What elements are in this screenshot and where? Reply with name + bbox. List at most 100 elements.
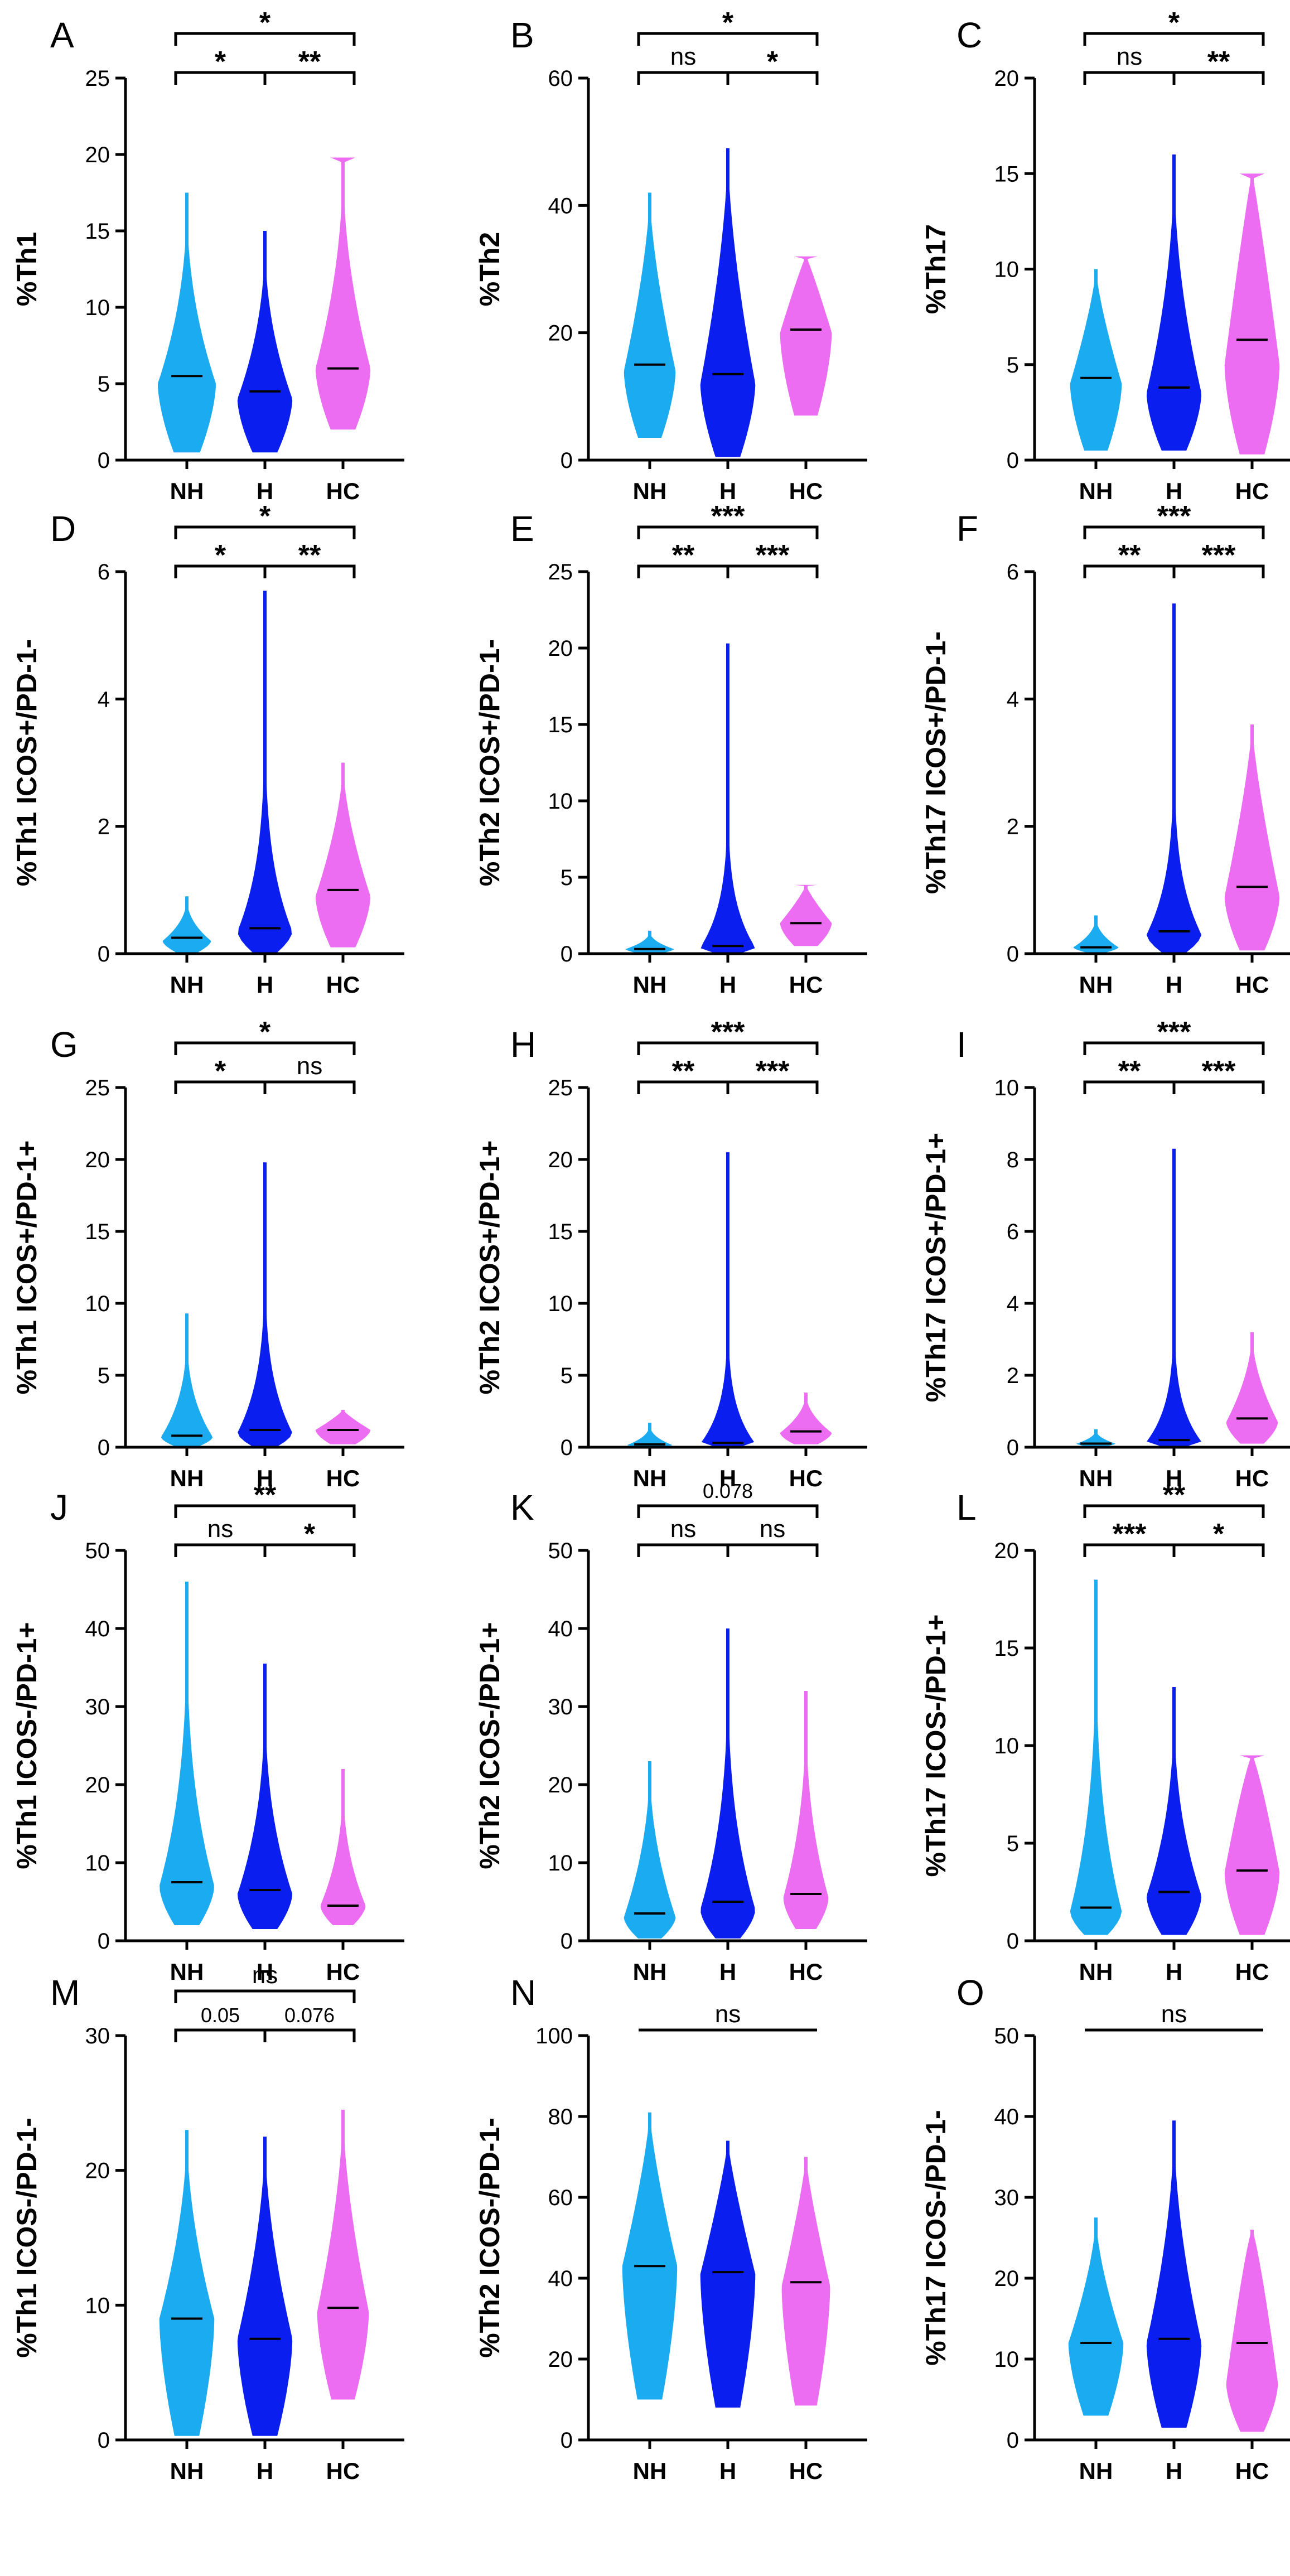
significance-bracket (637, 32, 819, 46)
y-tick-label: 30 (548, 1695, 573, 1719)
violin-nh (625, 930, 674, 954)
significance-bracket (263, 1080, 356, 1094)
significance-label: * (1213, 1518, 1225, 1550)
y-tick-label: 60 (548, 2186, 573, 2210)
x-category-label: NH (170, 478, 204, 504)
x-category-label: H (719, 2458, 736, 2484)
panel-m: M %Th1 ICOS-/PD-1- 0 10 20 30 NH H HC 0.05 0.076 ns (11, 1961, 404, 2484)
panel-letter: B (510, 15, 534, 55)
y-tick-label: 20 (994, 2266, 1020, 2291)
significance-bracket (263, 2028, 356, 2042)
violin-h (701, 1152, 755, 1447)
y-tick-label: 15 (85, 219, 110, 244)
x-category-label: NH (170, 972, 204, 998)
significance-bracket (1083, 1504, 1265, 1518)
x-category-label: NH (1079, 2458, 1113, 2484)
y-tick-label: 5 (1007, 1831, 1019, 1856)
panel-letter: D (50, 509, 76, 549)
x-category-label: H (257, 2458, 273, 2484)
violin-nh (624, 192, 676, 438)
y-tick-label: 2 (1007, 815, 1019, 839)
y-tick-label: 0 (1007, 1929, 1019, 1954)
y-tick-label: 10 (994, 2347, 1020, 2372)
y-tick-label: 0 (1007, 2428, 1019, 2453)
x-category-label: HC (789, 1959, 823, 1985)
significance-label: ** (298, 46, 321, 78)
y-tick-label: 4 (1007, 1292, 1019, 1316)
y-tick-label: 6 (1007, 560, 1019, 584)
x-category-label: HC (789, 2458, 823, 2484)
x-category-label: NH (1079, 1959, 1113, 1985)
significance-bracket (174, 1543, 267, 1557)
y-tick-label: 25 (85, 66, 110, 91)
significance-label: * (259, 1016, 271, 1048)
violin-h (1146, 154, 1202, 451)
panel-n: N %Th2 ICOS-/PD-1- 0 20 40 60 80 100 NH H HC ns (474, 1973, 867, 2484)
significance-label: ns (715, 2000, 741, 2028)
violin-nh (1068, 2217, 1124, 2416)
significance-label: 0.05 (201, 2004, 240, 2027)
y-tick-label: 10 (85, 1851, 110, 1876)
violin-nh (159, 2130, 215, 2436)
y-tick-label: 50 (85, 1539, 110, 1563)
y-axis-label: %Th2 ICOS-/PD-1- (474, 2118, 505, 2358)
y-tick-label: 0 (561, 2428, 573, 2453)
y-tick-label: 15 (85, 1220, 110, 1244)
violin-h (700, 148, 756, 457)
significance-bracket (263, 564, 356, 578)
y-tick-label: 0 (98, 1929, 110, 1954)
x-category-label: HC (326, 1465, 360, 1491)
violin-hc (315, 157, 371, 430)
violin-hc (783, 1691, 829, 1929)
panel-letter: N (510, 1973, 536, 2013)
significance-bracket (1172, 564, 1265, 578)
significance-label: ** (1118, 539, 1141, 572)
violin-h (700, 643, 755, 954)
violin-nh (1070, 1579, 1122, 1935)
violin-hc (320, 1769, 366, 1925)
significance-bracket (637, 1041, 819, 1055)
violin-nh (162, 896, 211, 953)
significance-bracket (263, 71, 356, 85)
y-tick-label: 0 (561, 1929, 573, 1954)
significance-bracket (726, 1543, 819, 1557)
y-tick-label: 0 (98, 1436, 110, 1460)
y-tick-label: 0 (561, 448, 573, 473)
violin-nh (161, 1313, 213, 1447)
violin-hc (780, 885, 832, 946)
violin-hc (780, 1393, 832, 1444)
violin-hc (1226, 2230, 1278, 2432)
significance-label: ns (1117, 43, 1142, 70)
y-tick-label: 30 (85, 2024, 110, 2048)
x-category-label: HC (1235, 1465, 1269, 1491)
panel-g: G %Th1 ICOS+/PD-1+ 0 5 10 15 20 25 NH H HC * ns * (11, 1016, 404, 1491)
y-tick-label: 2 (98, 815, 110, 839)
significance-bracket (1083, 525, 1265, 539)
violin-hc (1224, 724, 1280, 951)
violin-h (237, 2137, 293, 2436)
significance-label: * (304, 1518, 316, 1550)
y-axis-label: %Th1 ICOS+/PD-1- (11, 639, 42, 886)
violin-hc (315, 762, 371, 948)
x-category-label: HC (326, 478, 360, 504)
y-tick-label: 40 (548, 2266, 573, 2291)
violin-nh (160, 1582, 214, 1925)
y-tick-label: 5 (98, 372, 110, 397)
significance-label: *** (756, 1055, 790, 1088)
y-tick-label: 0 (1007, 448, 1019, 473)
significance-bracket (174, 1504, 356, 1518)
violin-h (237, 231, 293, 453)
violin-nh (622, 2112, 678, 2400)
x-category-label: HC (789, 478, 823, 504)
significance-label: *** (711, 1016, 745, 1048)
x-category-label: NH (170, 2458, 204, 2484)
significance-label: * (259, 7, 271, 39)
violin-h (1147, 1148, 1201, 1447)
significance-bracket (174, 525, 356, 539)
y-tick-label: 20 (548, 1148, 573, 1172)
y-tick-label: 10 (85, 2293, 110, 2318)
y-tick-label: 15 (548, 713, 573, 737)
x-category-label: HC (789, 1465, 823, 1491)
